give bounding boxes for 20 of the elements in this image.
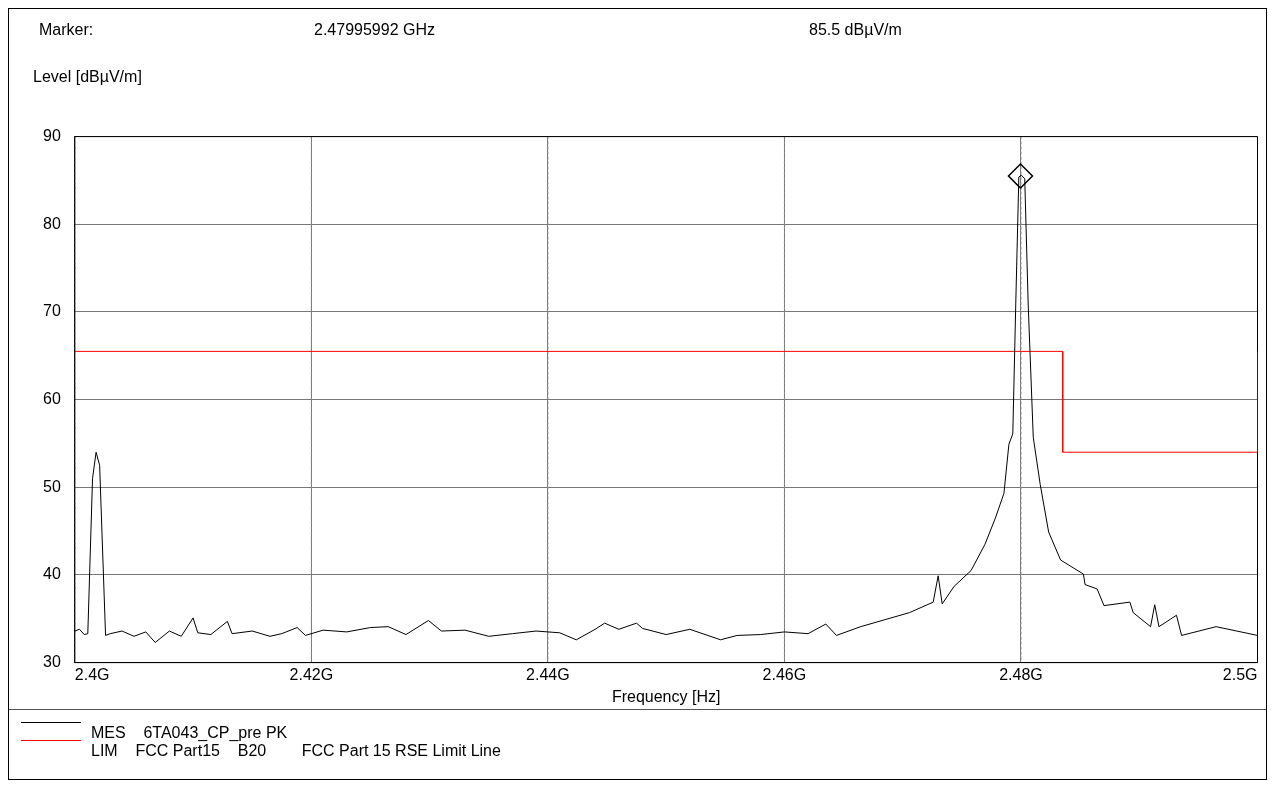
- y-axis-title: Level [dBµV/m]: [33, 68, 142, 86]
- legend-label: MES 6TA043_CP_pre PK: [91, 724, 288, 742]
- y-tick-label: 90: [43, 127, 61, 145]
- text: Marker:: [39, 21, 94, 39]
- x-tick-label: 2.5G: [1222, 665, 1258, 683]
- y-tick-label: 60: [43, 390, 61, 408]
- y-tick-label: 50: [43, 477, 61, 495]
- x-axis-title: Frequency [Hz]: [611, 687, 721, 705]
- y-tick-label: 30: [43, 653, 61, 671]
- y-tick-label: 80: [43, 214, 61, 232]
- x-tick-label: 2.44G: [526, 665, 570, 683]
- legend-label: LIM FCC Part15 B20 FCC Part 15 RSE Limit Line: [91, 742, 501, 760]
- x-tick-label: 2.48G: [999, 665, 1043, 683]
- x-tick-label: 2.4G: [74, 665, 110, 683]
- text: 85.5 dBµV/m: [809, 21, 902, 39]
- y-tick-label: 40: [43, 565, 61, 583]
- x-tick-label: 2.42G: [289, 665, 334, 683]
- y-tick-label: 70: [43, 302, 61, 320]
- text: 2.47995992 GHz: [314, 21, 435, 39]
- x-tick-label: 2.46G: [762, 665, 807, 683]
